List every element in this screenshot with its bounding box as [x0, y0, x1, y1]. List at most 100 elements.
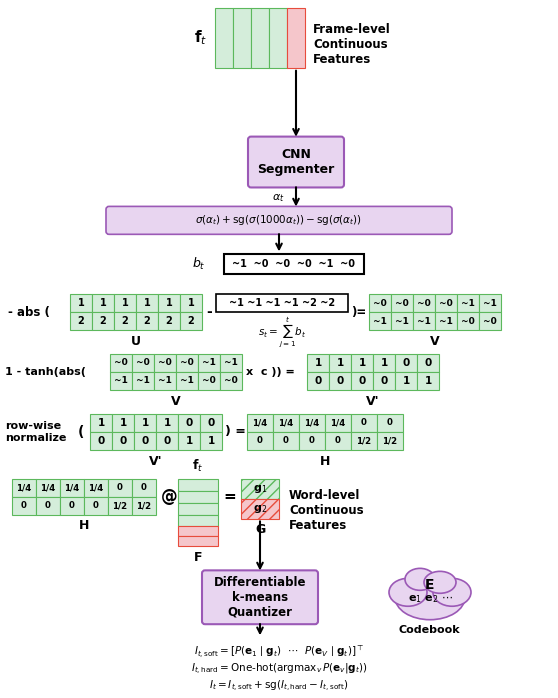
Text: $\mathbf{f}_t$: $\mathbf{f}_t$	[193, 457, 204, 474]
Ellipse shape	[433, 579, 471, 607]
Text: 1: 1	[143, 298, 150, 308]
Bar	[391, 312, 413, 330]
Bar	[325, 414, 351, 432]
Text: Frame-level
Continuous
Features: Frame-level Continuous Features	[313, 23, 391, 66]
Bar	[369, 294, 391, 312]
Text: 0: 0	[141, 436, 148, 446]
Bar	[299, 414, 325, 432]
Text: 1/4: 1/4	[88, 483, 104, 492]
Text: 0: 0	[21, 501, 27, 510]
Bar	[178, 526, 218, 537]
Text: ~0: ~0	[417, 299, 431, 308]
Text: 0: 0	[69, 501, 75, 510]
Text: $s_t = \sum_{j=1}^{t} b_t$: $s_t = \sum_{j=1}^{t} b_t$	[258, 315, 306, 349]
Text: 1: 1	[166, 298, 172, 308]
Bar	[216, 294, 348, 312]
Text: ~1: ~1	[417, 317, 431, 325]
Bar	[299, 432, 325, 450]
Bar	[154, 372, 176, 390]
Bar	[132, 354, 154, 372]
Bar	[180, 294, 202, 312]
Bar	[108, 479, 132, 496]
Text: ~1: ~1	[373, 317, 387, 325]
Text: V': V'	[149, 454, 163, 468]
Text: ~1  ~0  ~0  ~0  ~1  ~0: ~1 ~0 ~0 ~0 ~1 ~0	[233, 259, 355, 269]
Ellipse shape	[405, 568, 435, 591]
Text: 0: 0	[425, 358, 432, 368]
Bar	[247, 432, 273, 450]
Bar	[269, 8, 287, 68]
Bar	[325, 432, 351, 450]
Text: 1: 1	[336, 358, 344, 368]
Text: =: =	[223, 489, 235, 504]
Text: ~0: ~0	[395, 299, 409, 308]
Text: 0: 0	[283, 436, 289, 445]
Bar	[220, 372, 242, 390]
Text: 0: 0	[402, 358, 410, 368]
Text: ~0: ~0	[373, 299, 387, 308]
Bar	[413, 312, 435, 330]
Text: ) =: ) =	[225, 425, 246, 438]
Text: 0: 0	[387, 418, 393, 427]
Text: ~0: ~0	[136, 359, 150, 367]
Text: 2: 2	[100, 316, 107, 326]
Bar	[435, 294, 457, 312]
Bar	[307, 372, 329, 390]
Text: 1/2: 1/2	[357, 436, 372, 445]
Bar	[373, 372, 395, 390]
Text: row-wise
normalize: row-wise normalize	[5, 421, 66, 443]
Bar	[369, 312, 391, 330]
Text: 1: 1	[314, 358, 321, 368]
Text: ~1: ~1	[461, 299, 475, 308]
Text: 1: 1	[358, 358, 365, 368]
Bar	[395, 372, 417, 390]
Bar	[136, 294, 158, 312]
Bar	[132, 372, 154, 390]
Text: 2: 2	[78, 316, 84, 326]
Bar	[435, 312, 457, 330]
Bar	[154, 354, 176, 372]
Text: 0: 0	[185, 418, 193, 428]
Bar	[215, 8, 233, 68]
Bar	[84, 496, 108, 514]
Text: )=: )=	[351, 306, 366, 318]
Text: ~0: ~0	[158, 359, 172, 367]
Bar	[12, 479, 36, 496]
Text: 2: 2	[166, 316, 172, 326]
Bar	[391, 294, 413, 312]
Text: 0: 0	[257, 436, 263, 445]
Text: ~1: ~1	[136, 376, 150, 385]
Text: 1: 1	[185, 436, 193, 446]
Text: 0: 0	[335, 436, 341, 445]
Bar	[92, 294, 114, 312]
Text: 0: 0	[358, 376, 365, 386]
Bar	[273, 414, 299, 432]
Bar	[112, 432, 134, 450]
Bar	[12, 496, 36, 514]
Text: 1: 1	[98, 418, 105, 428]
Text: 1/4: 1/4	[252, 418, 268, 427]
FancyBboxPatch shape	[106, 207, 452, 235]
Bar	[108, 496, 132, 514]
Text: @: @	[161, 488, 177, 505]
Text: 1/2: 1/2	[382, 436, 397, 445]
Text: V: V	[430, 335, 440, 348]
Text: ~0: ~0	[202, 376, 216, 385]
Text: $I_{t,\mathrm{soft}} = [P(\mathbf{e}_1\mid\mathbf{g}_t)\ \ \cdots\ \ P(\mathbf{e: $I_{t,\mathrm{soft}} = [P(\mathbf{e}_1\m…	[194, 643, 364, 660]
Text: (: (	[78, 425, 84, 439]
Text: 0: 0	[117, 483, 123, 492]
Text: ~0: ~0	[461, 317, 475, 325]
Bar	[156, 414, 178, 432]
Bar	[457, 294, 479, 312]
Bar	[329, 354, 351, 372]
Bar	[178, 432, 200, 450]
Text: x  c )) =: x c )) =	[246, 367, 295, 377]
Bar	[36, 496, 60, 514]
Text: $\mathbf{e}_1\ \mathbf{e}_2\ \cdots$: $\mathbf{e}_1\ \mathbf{e}_2\ \cdots$	[407, 593, 453, 605]
Bar	[307, 354, 329, 372]
Text: 2: 2	[187, 316, 194, 326]
Text: ~0: ~0	[114, 359, 128, 367]
Bar	[110, 372, 132, 390]
Text: 0: 0	[381, 376, 388, 386]
Text: 0: 0	[98, 436, 105, 446]
